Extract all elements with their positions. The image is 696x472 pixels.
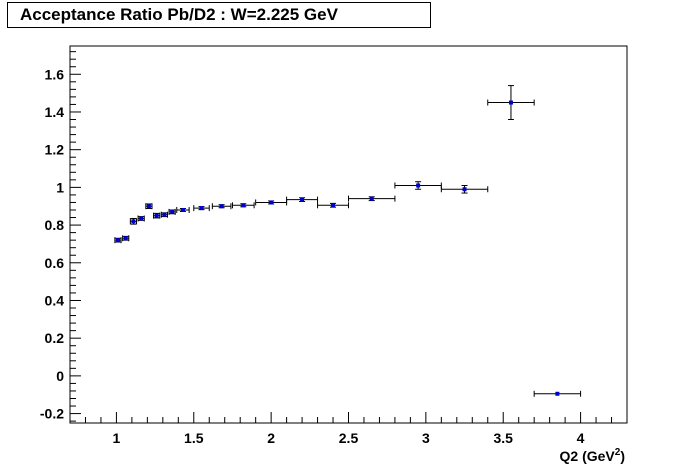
y-axis-tick-labels: -0.2 0 0.2 0.4 0.6 0.8 1 1.2 1.4 1.6 xyxy=(40,66,64,421)
x-tick-label: 3 xyxy=(422,430,430,446)
data-point xyxy=(137,215,145,222)
data-point xyxy=(255,199,288,206)
data-point xyxy=(168,208,176,215)
x-axis-label-close: ) xyxy=(620,448,625,464)
data-marker xyxy=(331,203,336,208)
x-axis-tick-labels: 1 1.5 2 2.5 3 3.5 4 xyxy=(113,430,585,446)
x-axis-label-superscript: 2 xyxy=(615,447,621,458)
data-point xyxy=(129,217,138,225)
data-point xyxy=(440,184,489,194)
y-tick-label: -0.2 xyxy=(40,406,64,422)
y-tick-label: 0.8 xyxy=(45,217,65,233)
data-marker xyxy=(241,203,246,208)
data-marker xyxy=(115,238,120,243)
x-tick-label: 1.5 xyxy=(184,430,204,446)
data-point xyxy=(533,390,582,397)
data-marker xyxy=(508,100,513,105)
data-point xyxy=(211,203,232,210)
data-point xyxy=(286,196,319,203)
y-tick-label: 1.4 xyxy=(45,104,65,120)
y-tick-label: 1.2 xyxy=(45,142,65,158)
y-tick-label: 1.6 xyxy=(45,66,65,82)
data-marker xyxy=(170,209,175,214)
x-axis-label-main: Q2 (GeV xyxy=(560,448,616,464)
data-point xyxy=(394,181,442,190)
data-point xyxy=(348,195,396,202)
x-axis-ticks xyxy=(69,412,628,423)
x-tick-label: 3.5 xyxy=(493,430,513,446)
plot-frame xyxy=(69,45,628,424)
y-tick-label: 0.2 xyxy=(45,330,65,346)
chart-title-box: Acceptance Ratio Pb/D2 : W=2.225 GeV xyxy=(7,2,431,28)
data-point xyxy=(176,206,190,213)
data-marker xyxy=(146,204,151,209)
data-marker xyxy=(131,219,136,224)
data-marker xyxy=(123,236,128,241)
data-point xyxy=(317,202,349,209)
x-tick-label: 2.5 xyxy=(339,430,359,446)
x-axis-label: Q2 (GeV2) xyxy=(560,447,625,464)
data-marker xyxy=(555,391,560,396)
y-tick-label: 0.4 xyxy=(45,292,65,308)
x-tick-label: 2 xyxy=(267,430,275,446)
x-tick-label: 4 xyxy=(577,430,585,446)
data-marker xyxy=(180,207,185,212)
y-tick-label: 0.6 xyxy=(45,255,65,271)
data-marker xyxy=(300,197,305,202)
chart-title: Acceptance Ratio Pb/D2 : W=2.225 GeV xyxy=(20,5,338,24)
y-tick-label: 0 xyxy=(56,368,64,384)
data-marker xyxy=(369,196,374,201)
data-point xyxy=(487,85,535,121)
data-marker xyxy=(199,206,204,211)
data-point xyxy=(145,203,153,210)
data-point xyxy=(231,202,255,209)
data-point xyxy=(193,205,210,212)
x-tick-label: 1 xyxy=(113,430,121,446)
data-point xyxy=(153,212,161,219)
data-marker xyxy=(162,212,167,217)
data-marker xyxy=(154,213,159,218)
data-marker xyxy=(462,187,467,192)
data-marker xyxy=(139,216,144,221)
data-marker xyxy=(269,200,274,205)
data-marker xyxy=(219,204,224,209)
data-point xyxy=(160,211,168,218)
data-point xyxy=(122,235,130,242)
data-points xyxy=(114,85,582,397)
data-point xyxy=(114,237,122,244)
data-marker xyxy=(416,183,421,188)
y-tick-label: 1 xyxy=(56,179,64,195)
y-axis-ticks xyxy=(70,51,81,422)
